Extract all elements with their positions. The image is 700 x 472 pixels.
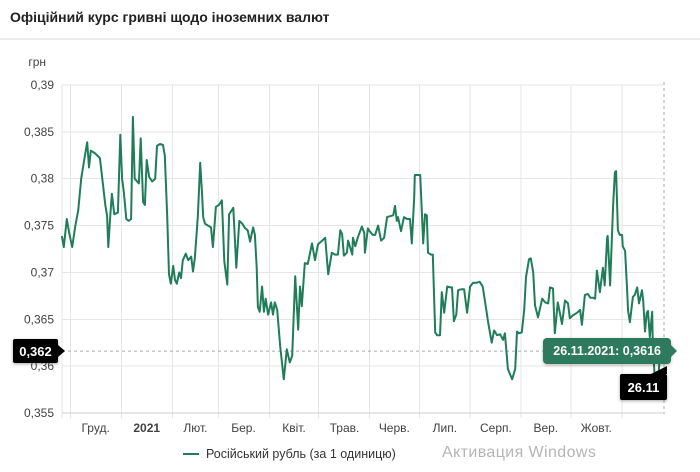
- y-tick-label: 0,39: [31, 78, 55, 92]
- x-tick-label: Бер.: [231, 421, 256, 435]
- chart-canvas[interactable]: 0,390,3850,380,3750,370,3650,360,355грнГ…: [0, 40, 700, 440]
- legend-label: Російський рубль (за 1 одиницю): [206, 447, 396, 461]
- y-tick-label: 0,355: [24, 406, 54, 420]
- legend-item-ruble[interactable]: Російський рубль (за 1 одиницю): [183, 447, 396, 461]
- y-tick-label: 0,37: [31, 265, 55, 279]
- x-tick-label: 2021: [133, 421, 160, 435]
- y-crosshair-value: 0,362: [19, 343, 52, 359]
- y-tick-label: 0,385: [24, 125, 54, 139]
- y-axis-crosshair-label: 0,362: [13, 339, 65, 364]
- y-tick-label: 0,38: [31, 172, 55, 186]
- y-tick-label: 0,365: [24, 312, 54, 326]
- y-tick-label: 0,375: [24, 219, 54, 233]
- x-tick-label: Серп.: [480, 421, 512, 435]
- x-tick-label: Вер.: [533, 421, 558, 435]
- y-axis-unit-label: грн: [28, 55, 46, 69]
- legend-line-swatch: [183, 453, 199, 455]
- chart-tooltip: 26.11.2021: 0,3616: [543, 338, 677, 365]
- header: Офіційний курс гривні щодо іноземних вал…: [0, 0, 700, 40]
- ruble-rate-line: [61, 115, 664, 399]
- chart-footer: Російський рубль (за 1 одиницю) Активаци…: [0, 440, 700, 472]
- x-tick-label: Черв.: [379, 421, 410, 435]
- x-tick-label: Лип.: [433, 421, 457, 435]
- x-tick-label: Трав.: [330, 421, 360, 435]
- x-tick-label: Груд.: [81, 421, 109, 435]
- x-tick-label: Жовт.: [581, 421, 612, 435]
- x-crosshair-value: 26.11: [627, 379, 660, 395]
- windows-activation-watermark: Активация Windows: [442, 444, 597, 461]
- tooltip-text: 26.11.2021: 0,3616: [553, 344, 661, 359]
- chart-area: 0,39 0,385 0,38 0,375 0,37 0,365 0,36 0,355 грн Г…: [0, 40, 700, 440]
- x-tick-label: Лют.: [183, 421, 207, 435]
- page-title: Офіційний курс гривні щодо іноземних вал…: [10, 9, 330, 25]
- x-tick-label: Квіт.: [282, 421, 306, 435]
- x-axis-crosshair-label: 26.11: [620, 366, 667, 400]
